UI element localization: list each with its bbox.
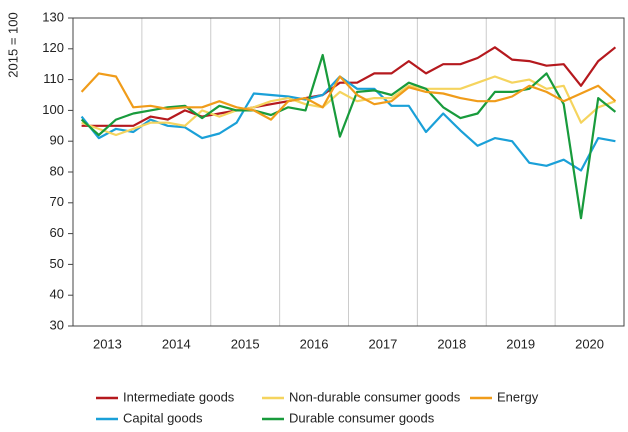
series-line [80, 72, 617, 121]
series-line [80, 53, 617, 220]
series-line [81, 75, 616, 137]
y-tick-label: 30 [50, 317, 64, 332]
x-tick-label: 2017 [368, 336, 397, 351]
legend-label: Intermediate goods [123, 389, 235, 404]
y-tick-label: 130 [42, 9, 64, 24]
x-tick-label: 2015 [231, 336, 260, 351]
y-tick-label: 120 [42, 40, 64, 55]
y-tick-label: 40 [50, 287, 64, 302]
x-tick-label: 2016 [300, 336, 329, 351]
y-tick-label: 80 [50, 163, 64, 178]
y-tick-label: 110 [43, 71, 64, 86]
legend-label: Non-durable consumer goods [289, 389, 461, 404]
y-tick-label: 90 [50, 133, 64, 148]
x-tick-label: 2019 [506, 336, 535, 351]
x-tick-label: 2020 [575, 336, 604, 351]
legend-label: Capital goods [123, 410, 203, 425]
x-tick-label: 2014 [162, 336, 191, 351]
x-tick-label: 2013 [93, 336, 122, 351]
series-line [80, 75, 616, 172]
y-tick-label: 100 [42, 102, 64, 117]
legend-label: Energy [497, 389, 539, 404]
y-tick-label: 50 [50, 256, 64, 271]
y-tick-label: 70 [50, 194, 64, 209]
y-tick-label: 60 [50, 225, 64, 240]
y-axis-label: 2015 = 100 [5, 12, 20, 77]
x-tick-label: 2018 [437, 336, 466, 351]
legend-label: Durable consumer goods [289, 410, 435, 425]
